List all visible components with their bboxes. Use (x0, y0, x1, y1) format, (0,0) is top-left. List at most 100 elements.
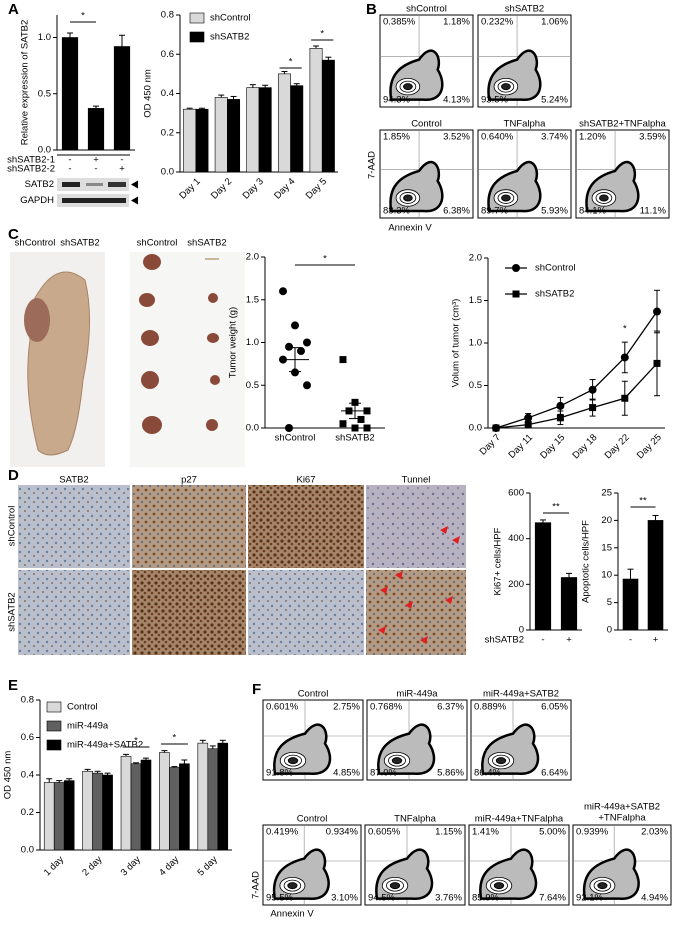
row-mark: + (93, 155, 99, 166)
quadrant-value: 89.7% (481, 206, 508, 217)
y-tick-label: 0.5 (38, 88, 51, 99)
y-axis-label: Apoptotic cells/HPF (581, 520, 592, 603)
bar (246, 87, 260, 173)
x-tick-label: Day 7 (478, 432, 503, 457)
bar (53, 782, 65, 851)
legend-swatch (46, 720, 62, 732)
quadrant-value: 1.41% (472, 827, 499, 838)
bar (183, 108, 197, 173)
axis-label: Annexin V (270, 909, 314, 920)
blot-band (62, 198, 126, 203)
significance-label: ** (639, 496, 647, 507)
y-tick-label: 0.0 (38, 145, 51, 156)
legend-swatch (189, 31, 205, 43)
y-tick-label: 1.0 (469, 338, 482, 349)
x-tick-label: shSATB2 (335, 433, 374, 444)
bar (277, 73, 291, 173)
x-axis-label: shSATB2 (485, 635, 524, 646)
quadrant-value: 0.419% (266, 827, 299, 838)
point (297, 347, 305, 356)
bar (113, 46, 131, 151)
micrograph (18, 570, 130, 655)
point (492, 424, 500, 432)
y-tick-label: 5 (607, 597, 612, 608)
quadrant-value: 2.03% (641, 827, 668, 838)
photo-label: shSATB2 (187, 238, 226, 249)
legend-marker (512, 264, 520, 272)
y-axis-label: OD 450 nm (143, 69, 154, 118)
y-tick-label: 15 (601, 542, 612, 553)
x-tick-label: Day 3 (241, 176, 266, 201)
bar (159, 752, 170, 851)
quadrant-value: 0.934% (326, 827, 359, 838)
row-mark: - (68, 155, 71, 166)
significance-label: * (81, 11, 85, 22)
quadrant-value: 86.4% (474, 768, 501, 779)
column-label: Tunnel (402, 475, 431, 486)
bar (130, 763, 142, 851)
column-label: SATB2 (59, 475, 88, 486)
flow-plot-title: Control (298, 689, 329, 700)
bar (560, 577, 578, 631)
arrowhead (131, 180, 138, 205)
quadrant-value: 3.10% (331, 893, 358, 904)
x-tick-label: 4 day (157, 854, 181, 878)
bar (214, 97, 228, 173)
flow-plot-title: TNFalpha (504, 119, 546, 130)
point (357, 415, 365, 423)
row-label: shSATB2-2 (7, 164, 55, 175)
quadrant-value: 3.74% (541, 132, 568, 143)
quadrant-value: 2.75% (333, 702, 360, 713)
bar (227, 99, 241, 173)
point (524, 421, 532, 429)
flow-plot-title: shSATB2 (505, 4, 544, 15)
density-contour (493, 882, 505, 890)
blot-band (86, 183, 103, 186)
column-label: p27 (181, 475, 197, 486)
x-tick-label: Day 25 (635, 432, 664, 461)
legend-label: shControl (535, 263, 576, 274)
x-tick-label: 1 day (42, 854, 66, 878)
density-contour (403, 194, 413, 202)
quadrant-value: 0.640% (481, 132, 514, 143)
significance-label: * (320, 29, 324, 40)
photo-label: shSATB2 (60, 238, 99, 249)
bar (63, 780, 75, 851)
point (556, 401, 565, 410)
y-tick-label: 200 (508, 579, 524, 590)
legend-label: shSATB2 (210, 32, 249, 43)
x-tick-label: - (629, 635, 632, 646)
point (339, 356, 347, 364)
bar (195, 108, 209, 173)
y-tick-label: 1.0 (38, 32, 51, 43)
significance-label: * (134, 736, 138, 747)
point (339, 420, 347, 428)
y-axis-label: Ki67+ cells/HPF (493, 527, 504, 595)
bar (140, 759, 152, 851)
point (556, 414, 564, 422)
quadrant-value: 3.52% (443, 132, 470, 143)
quadrant-value: 0.889% (474, 702, 507, 713)
flow-plot-title: shSATB2+TNFalpha (579, 119, 666, 130)
quadrant-value: 6.64% (541, 768, 568, 779)
y-axis-label: OD 450 nm (3, 751, 14, 800)
y-tick-label: 10 (601, 570, 612, 581)
y-tick-label: 0.2 (161, 127, 174, 138)
bar (647, 520, 664, 631)
density-contour (403, 83, 413, 91)
panel-label: F (252, 681, 261, 698)
y-tick-label: 2.0 (246, 252, 259, 263)
y-tick-label: 2.0 (469, 253, 482, 264)
bar (207, 748, 219, 851)
point (303, 338, 311, 347)
bar (179, 763, 190, 851)
density-contour (501, 194, 511, 202)
photo-label: shControl (15, 238, 56, 249)
flow-plot-title: Control (297, 814, 328, 825)
panel-label: B (366, 1, 377, 18)
micrograph (18, 485, 130, 568)
y-tick-label: 0.0 (161, 167, 174, 178)
quadrant-value: 3.59% (639, 132, 666, 143)
axis-label: 7-AAD (367, 151, 378, 179)
flow-plot-title: miR-449a+SATB2 (584, 802, 660, 813)
